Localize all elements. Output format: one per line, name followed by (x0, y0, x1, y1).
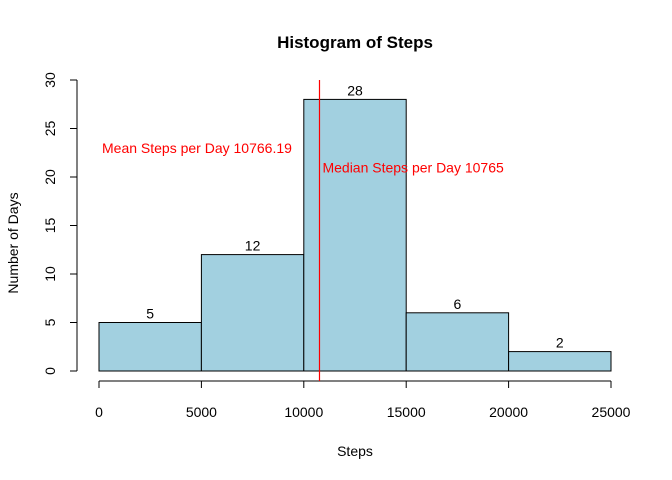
bar-0 (98, 322, 202, 372)
x-tick-label-4: 20000 (489, 404, 528, 420)
y-tick-label-0: 0 (42, 367, 58, 375)
x-tick-label-1: 5000 (186, 404, 217, 420)
bar-label-2: 28 (347, 82, 363, 98)
y-tick-label-5: 25 (42, 121, 58, 137)
x-axis-label: Steps (337, 443, 373, 459)
y-tick-label-6: 30 (42, 72, 58, 88)
overlay-group: Mean Steps per Day 10766.19 Median Steps … (102, 80, 504, 381)
bar-label-3: 6 (454, 296, 462, 312)
bars-group (98, 98, 612, 372)
y-tick-label-2: 10 (42, 266, 58, 282)
x-tick-label-3: 15000 (387, 404, 426, 420)
y-axis: 0 5 10 15 20 25 30 (42, 72, 78, 375)
bar-labels-group: 5 12 28 6 2 (146, 82, 564, 350)
chart-title: Histogram of Steps (277, 33, 433, 52)
annotation-0: Mean Steps per Day 10766.19 (102, 140, 292, 156)
x-tick-label-0: 0 (95, 404, 103, 420)
y-tick-label-1: 5 (42, 318, 58, 326)
bar-3 (405, 312, 510, 372)
bar-1 (200, 254, 305, 372)
y-axis-label: Number of Days (5, 192, 21, 293)
bar-label-1: 12 (245, 238, 261, 254)
bar-2 (303, 98, 407, 372)
y-tick-label-3: 15 (42, 218, 58, 234)
y-tick-label-4: 20 (42, 169, 58, 185)
x-tick-label-5: 25000 (592, 404, 631, 420)
annotation-1: Median Steps per Day 10765 (322, 159, 504, 175)
bar-label-4: 2 (556, 335, 564, 351)
x-axis: 0 5000 10000 15000 20000 25000 (95, 380, 631, 420)
x-tick-label-2: 10000 (284, 404, 323, 420)
bar-label-0: 5 (146, 306, 154, 322)
bar-4 (508, 351, 612, 372)
